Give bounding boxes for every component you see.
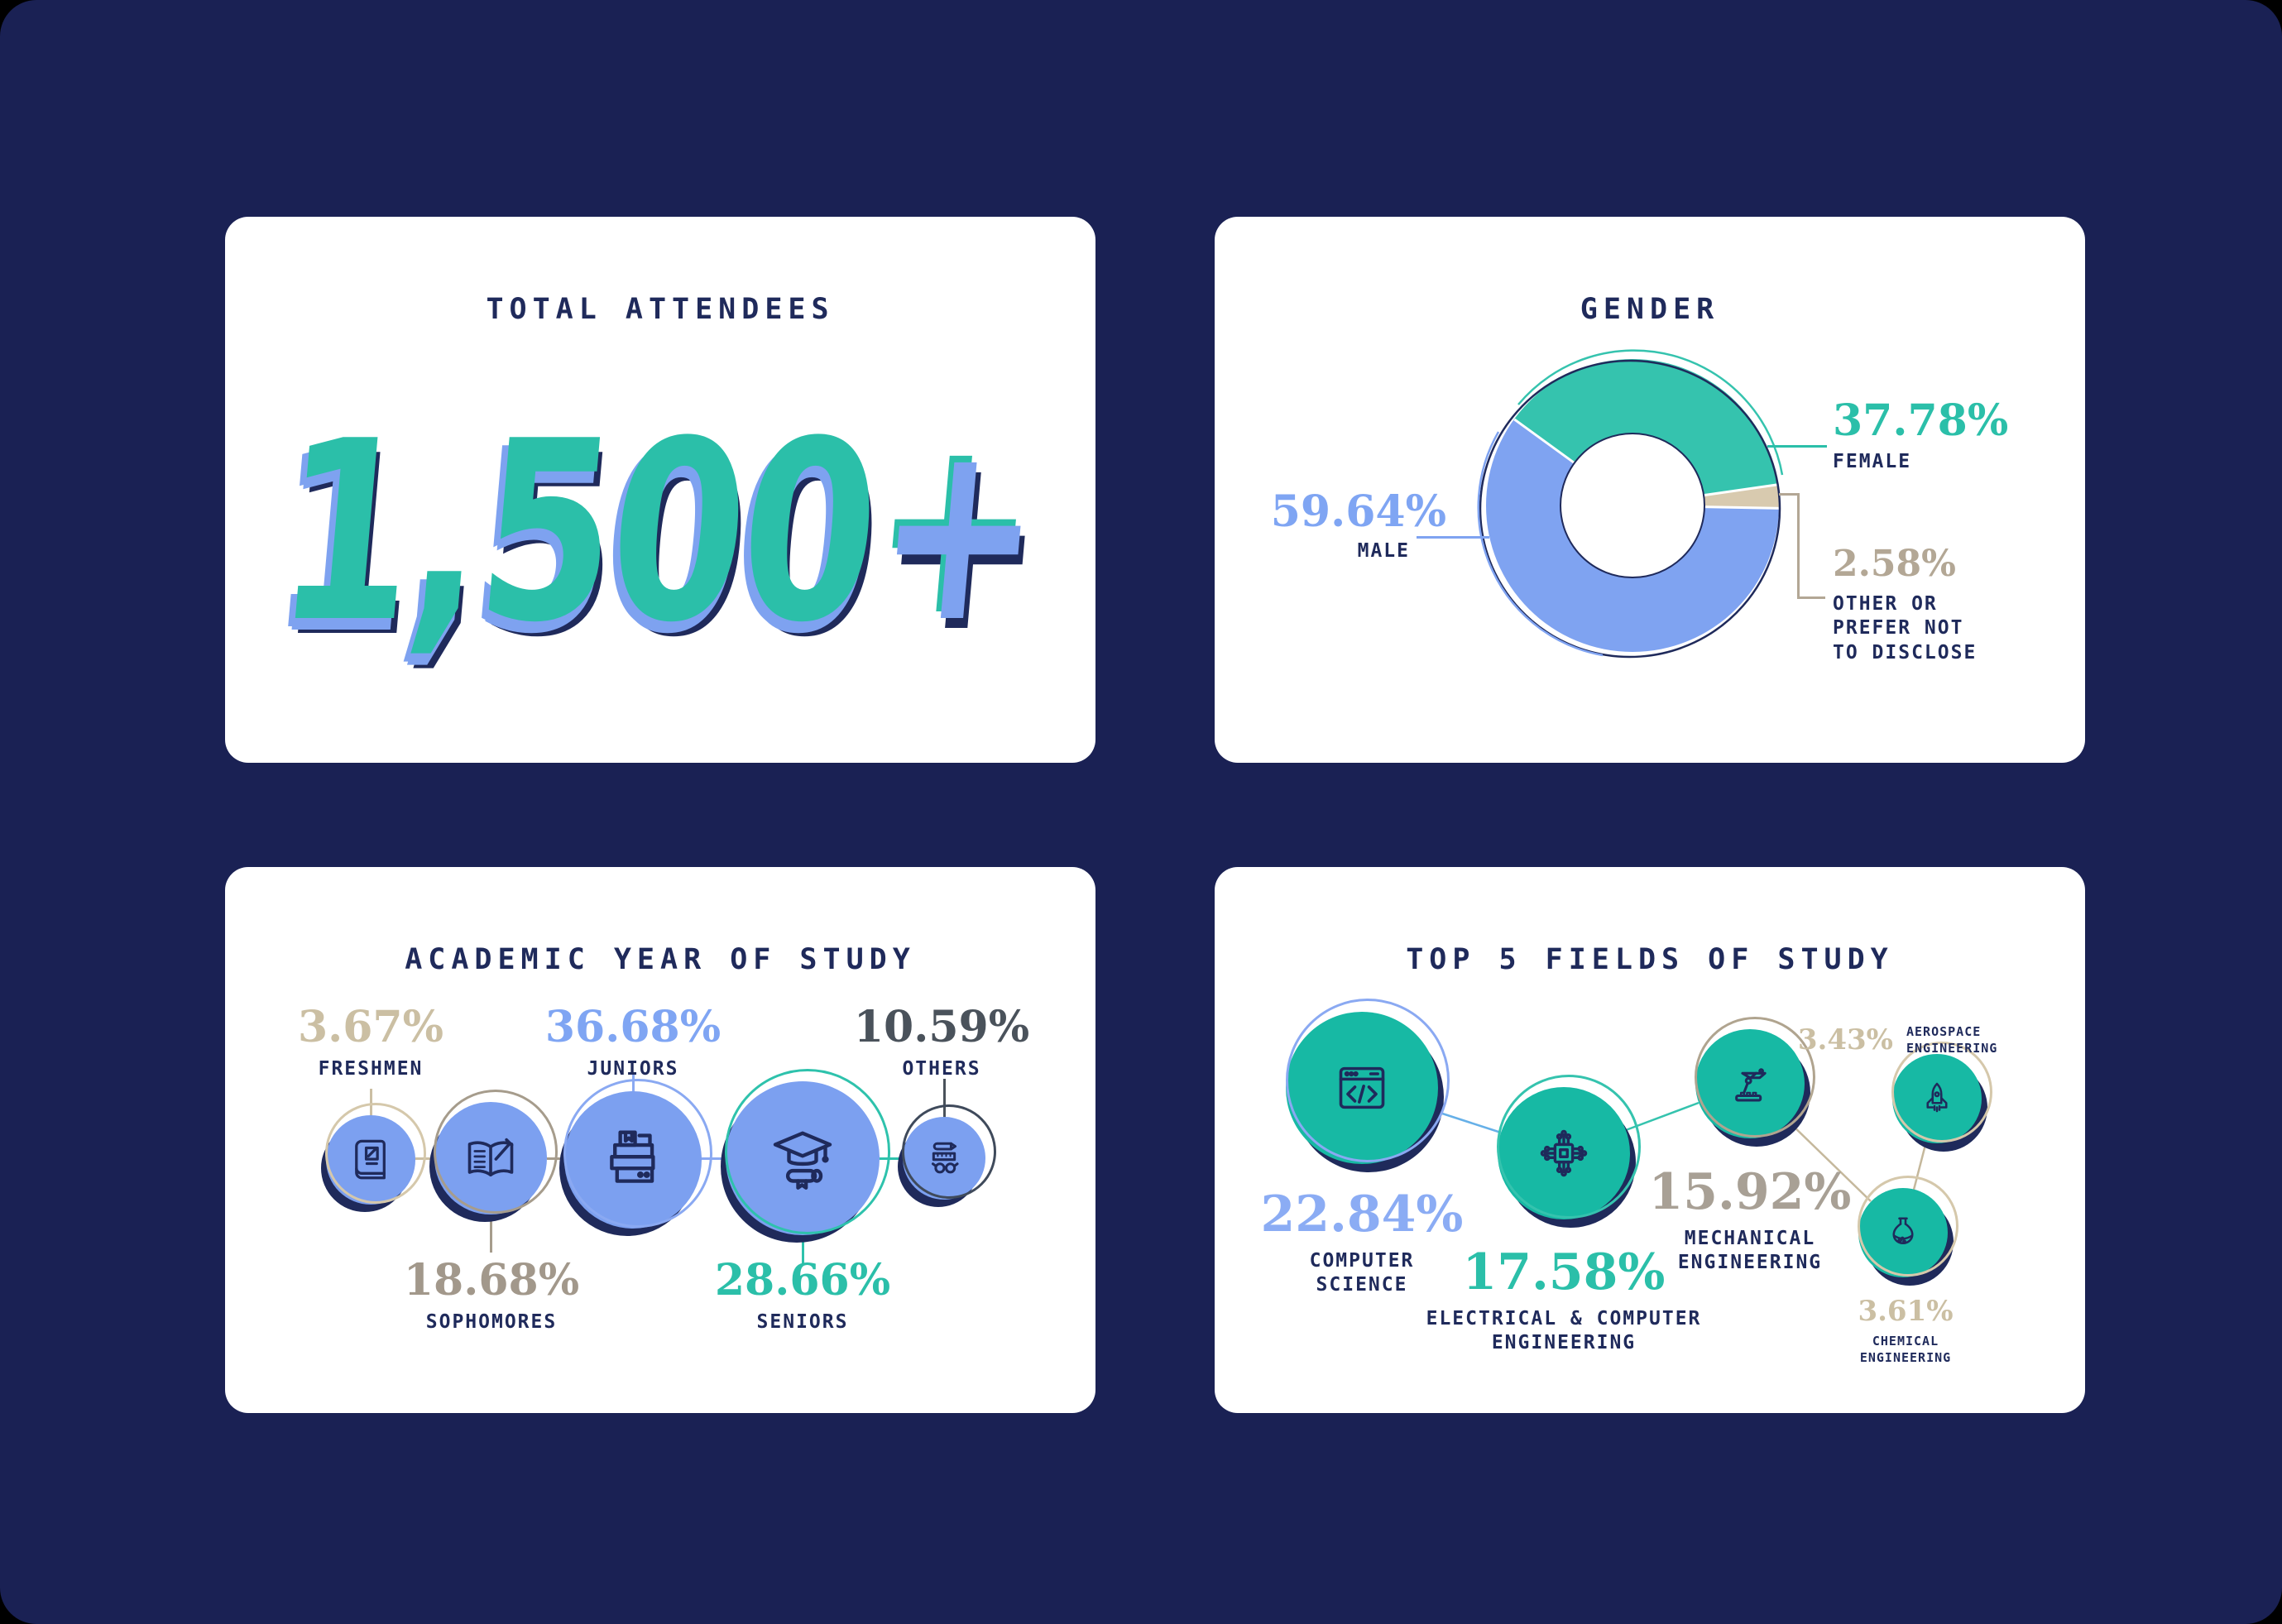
sophomores-label-group: 18.68% SOPHOMORES xyxy=(367,1259,616,1334)
electrical-computer-bubble-ring xyxy=(1497,1075,1641,1219)
electrical-computer-pct: 17.58% xyxy=(1462,1243,1666,1301)
aerospace-label-group: AEROSPACE ENGINEERING xyxy=(1906,1024,2072,1056)
chemical-bubble-ring xyxy=(1858,1176,1958,1277)
donut-hole xyxy=(1560,433,1705,578)
other-label-line2: PREFER NOT xyxy=(1833,617,1964,640)
female-pct: 37.78% xyxy=(1833,395,2009,446)
seniors-label-group: 28.66% SENIORS xyxy=(678,1259,927,1334)
other-leader-line xyxy=(1797,596,1825,599)
attendee-count: 1,500 xyxy=(267,388,886,677)
female-label: FEMALE xyxy=(1833,451,1912,472)
male-label-group: 59.64% MALE xyxy=(1264,491,1446,563)
chemical-label-line2: ENGINEERING xyxy=(1859,1349,1952,1365)
computer-science-label-line1: COMPUTER xyxy=(1309,1250,1415,1272)
freshmen-label: FRESHMEN xyxy=(318,1058,424,1080)
seniors-label: SENIORS xyxy=(756,1311,849,1333)
aerospace-pct: 3.43% xyxy=(1797,1023,1893,1056)
aerospace-pct-group: 3.43% xyxy=(1728,1026,1893,1054)
freshmen-bubble-ring xyxy=(325,1103,426,1204)
freshmen-label-group: 3.67% FRESHMEN xyxy=(247,1006,495,1081)
male-label: MALE xyxy=(1357,540,1410,562)
electrical-computer-label-line2: ENGINEERING xyxy=(1491,1332,1637,1354)
others-label: OTHERS xyxy=(902,1058,981,1080)
sophomores-bubble-ring xyxy=(434,1090,558,1214)
mechanical-label-line1: MECHANICAL xyxy=(1684,1228,1816,1249)
seniors-bubble-ring xyxy=(725,1069,890,1234)
computer-science-pct: 22.84% xyxy=(1260,1186,1464,1243)
sophomores-label: SOPHOMORES xyxy=(425,1311,558,1333)
aerospace-label-line2: ENGINEERING xyxy=(1906,1040,1998,1056)
mechanical-bubble xyxy=(1695,1017,1815,1138)
computer-science-bubble-ring xyxy=(1286,999,1450,1162)
chemical-label-line1: CHEMICAL xyxy=(1872,1334,1939,1349)
sophomores-leader-line xyxy=(490,1214,492,1253)
others-leader-line xyxy=(943,1079,946,1119)
mechanical-pct: 15.92% xyxy=(1648,1163,1852,1221)
aerospace-bubble xyxy=(1891,1042,1992,1143)
juniors-pct: 36.68% xyxy=(544,1002,722,1052)
others-bubble-ring xyxy=(902,1104,996,1199)
other-pct: 2.58% xyxy=(1833,543,1956,585)
chemical-bubble xyxy=(1858,1176,1958,1277)
plus-sign: + xyxy=(865,388,1053,677)
gender-donut-chart xyxy=(1486,359,1779,652)
electrical-computer-label-group: 17.58% ELECTRICAL & COMPUTER ENGINEERING xyxy=(1349,1248,1779,1356)
freshmen-bubble xyxy=(325,1103,426,1205)
gender-title: GENDER xyxy=(1580,293,1720,326)
electrical-computer-bubble xyxy=(1497,1075,1641,1219)
mechanical-bubble-ring xyxy=(1695,1017,1815,1138)
chemical-pct: 3.61% xyxy=(1858,1295,1954,1328)
mechanical-label-line2: ENGINEERING xyxy=(1677,1252,1823,1274)
others-bubble xyxy=(902,1104,996,1200)
juniors-bubble-ring xyxy=(563,1079,712,1228)
others-pct: 10.59% xyxy=(853,1002,1030,1052)
aerospace-bubble-ring xyxy=(1891,1042,1992,1143)
other-label-line3: TO DISCLOSE xyxy=(1833,641,1978,663)
juniors-bubble xyxy=(563,1079,712,1229)
other-leader-line xyxy=(1797,493,1800,599)
other-label-group: 2.58% OTHER OR PREFER NOT TO DISCLOSE xyxy=(1833,546,1977,665)
aerospace-label-line1: AEROSPACE xyxy=(1906,1024,1982,1039)
seniors-leader-line xyxy=(802,1235,804,1263)
academic-year-title: ACADEMIC YEAR OF STUDY xyxy=(405,943,916,976)
top-fields-title: TOP 5 FIELDS OF STUDY xyxy=(1406,943,1894,976)
female-label-group: 37.78% FEMALE xyxy=(1833,400,2008,474)
others-label-group: 10.59% OTHERS xyxy=(817,1006,1066,1081)
electrical-computer-label-line1: ELECTRICAL & COMPUTER xyxy=(1426,1308,1702,1329)
computer-science-label-line2: SCIENCE xyxy=(1316,1274,1408,1296)
freshmen-pct: 3.67% xyxy=(297,1002,444,1052)
total-attendees-card: TOTAL ATTENDEES 1,500 + xyxy=(225,217,1095,763)
total-attendees-title: TOTAL ATTENDEES xyxy=(486,293,835,326)
computer-science-bubble xyxy=(1286,999,1450,1164)
bubble-connector xyxy=(702,1157,726,1160)
chemical-label-group: 3.61% CHEMICAL ENGINEERING xyxy=(1781,1297,2030,1366)
juniors-label: JUNIORS xyxy=(587,1058,679,1080)
sophomores-pct: 18.68% xyxy=(403,1255,580,1305)
male-leader-line xyxy=(1417,536,1489,539)
bubble-connector xyxy=(880,1157,904,1160)
mechanical-label-group: 15.92% MECHANICAL ENGINEERING xyxy=(1626,1167,1874,1276)
female-leader-line xyxy=(1767,445,1827,448)
academic-year-card: ACADEMIC YEAR OF STUDY xyxy=(225,867,1095,1413)
male-pct: 59.64% xyxy=(1270,486,1446,537)
juniors-label-group: 36.68% JUNIORS xyxy=(509,1006,757,1081)
sophomores-bubble xyxy=(434,1090,558,1214)
top-fields-card: TOP 5 FIELDS OF STUDY xyxy=(1215,867,2085,1413)
other-label-line1: OTHER OR xyxy=(1833,593,1938,615)
gender-card: GENDER 37.78% FEMALE 59.64% MALE xyxy=(1215,217,2085,763)
total-attendees-value: 1,500 + xyxy=(267,388,1053,677)
seniors-pct: 28.66% xyxy=(714,1255,891,1305)
computer-science-label-group: 22.84% COMPUTER SCIENCE xyxy=(1238,1190,1486,1298)
other-leader-line xyxy=(1779,493,1799,496)
seniors-bubble xyxy=(725,1069,890,1235)
